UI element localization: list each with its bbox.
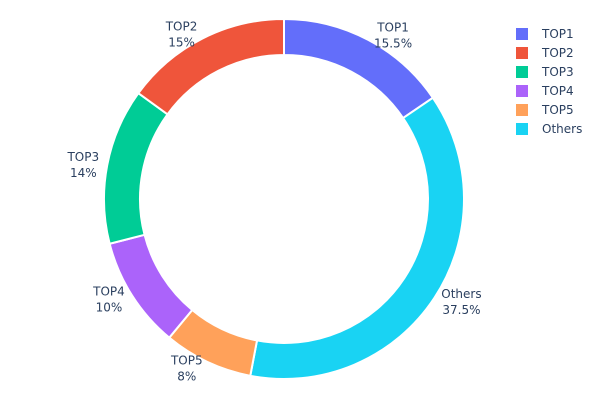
legend-swatch <box>516 104 528 116</box>
slice-label-name: Others <box>441 287 481 301</box>
legend-label: TOP1 <box>541 27 574 41</box>
slice-label-value: 14% <box>70 166 97 180</box>
slice-top2[interactable] <box>136 17 285 116</box>
legend-swatch <box>516 47 528 59</box>
legend-label: TOP3 <box>541 65 574 79</box>
slice-label-value: 15% <box>168 35 195 49</box>
legend-item-top5[interactable]: TOP5 <box>516 103 574 117</box>
legend-swatch <box>516 123 528 135</box>
slice-label: TOP1 15.5% <box>374 21 412 51</box>
slice-top1[interactable] <box>283 17 435 120</box>
legend-label: TOP5 <box>541 103 574 117</box>
slice-label-name: TOP5 <box>170 353 203 367</box>
legend-item-top1[interactable]: TOP1 <box>516 27 574 41</box>
legend-swatch <box>516 85 528 97</box>
slice-label-name: TOP2 <box>165 19 198 33</box>
slice-label-name: TOP1 <box>376 21 409 35</box>
legend-label: TOP4 <box>541 84 574 98</box>
legend-item-top2[interactable]: TOP2 <box>516 46 574 60</box>
slice-label-value: 8% <box>177 369 196 383</box>
slice-label-name: TOP3 <box>66 150 99 164</box>
slice-label: TOP5 8% <box>170 353 203 383</box>
slice-others[interactable] <box>249 96 465 380</box>
slice-label: TOP3 14% <box>66 150 99 180</box>
legend-label: Others <box>542 122 582 136</box>
slices <box>103 17 465 380</box>
legend-item-top3[interactable]: TOP3 <box>516 65 574 79</box>
slice-label-value: 10% <box>96 301 123 315</box>
slice-label-value: 15.5% <box>374 37 412 51</box>
legend: TOP1 TOP2 TOP3 TOP4 TOP5 Others <box>516 27 582 136</box>
slice-label: TOP4 10% <box>92 285 125 315</box>
slice-label-value: 37.5% <box>442 303 480 317</box>
slice-top3[interactable] <box>103 91 169 245</box>
slice-label: TOP2 15% <box>165 19 198 49</box>
slice-label-name: TOP4 <box>92 285 125 299</box>
slice-label: Others 37.5% <box>441 287 481 317</box>
legend-swatch <box>516 28 528 40</box>
legend-item-top4[interactable]: TOP4 <box>516 84 574 98</box>
legend-swatch <box>516 66 528 78</box>
legend-item-others[interactable]: Others <box>516 122 582 136</box>
slice-labels: TOP1 15.5% Others 37.5% TOP5 8% TOP4 10% TOP3 14%… <box>66 19 481 383</box>
legend-label: TOP2 <box>541 46 574 60</box>
